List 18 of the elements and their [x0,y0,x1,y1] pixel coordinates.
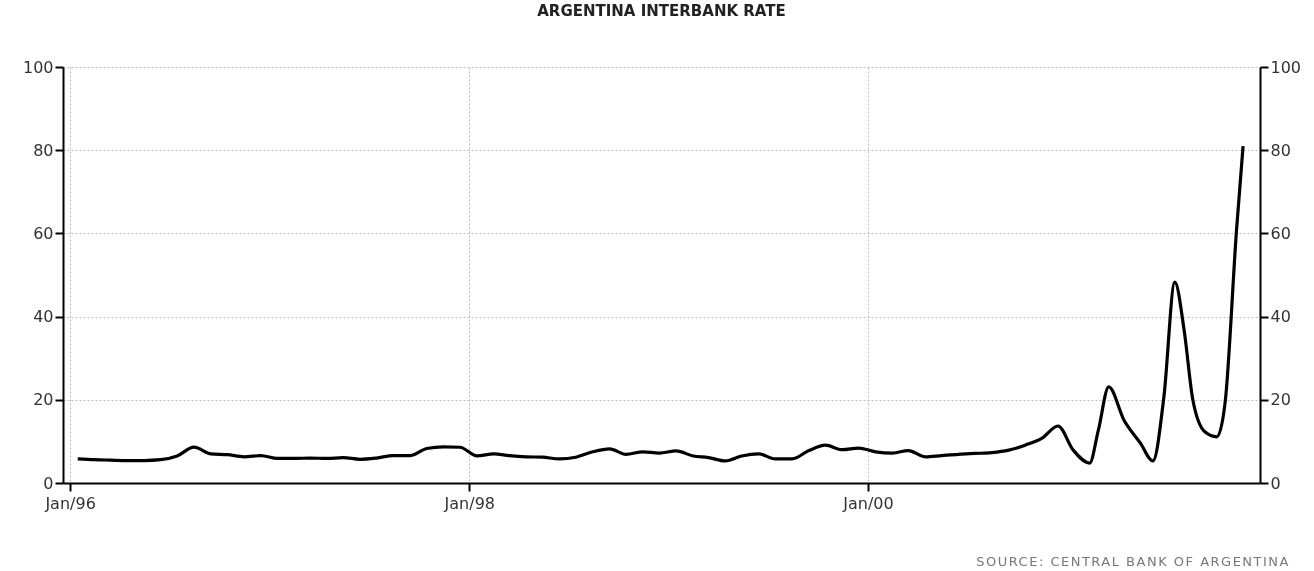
y2-tick-label: 80 [1270,140,1291,160]
y-tick-label: 0 [43,473,54,493]
y-tick-label: 60 [33,223,54,243]
line-series [76,144,1245,465]
y-tick-label: 40 [33,307,54,327]
y-tick-label: 20 [33,390,54,410]
y2-tick-label: 40 [1270,307,1291,327]
y2-tick-label: 20 [1270,390,1291,410]
x-tick-label: Jan/00 [842,493,894,513]
y2-tick-label: 60 [1270,223,1291,243]
chart-title: ARGENTINA INTERBANK RATE [537,2,786,20]
y-tick-label: 80 [33,140,54,160]
x-tick-label: Jan/96 [44,493,96,513]
y2-tick-label: 0 [1270,473,1281,493]
y2-tick-label: 100 [1270,57,1302,77]
y-tick-label: 100 [22,57,54,77]
x-tick-label: Jan/98 [443,493,495,513]
source-note: SOURCE: CENTRAL BANK OF ARGENTINA [976,554,1290,569]
